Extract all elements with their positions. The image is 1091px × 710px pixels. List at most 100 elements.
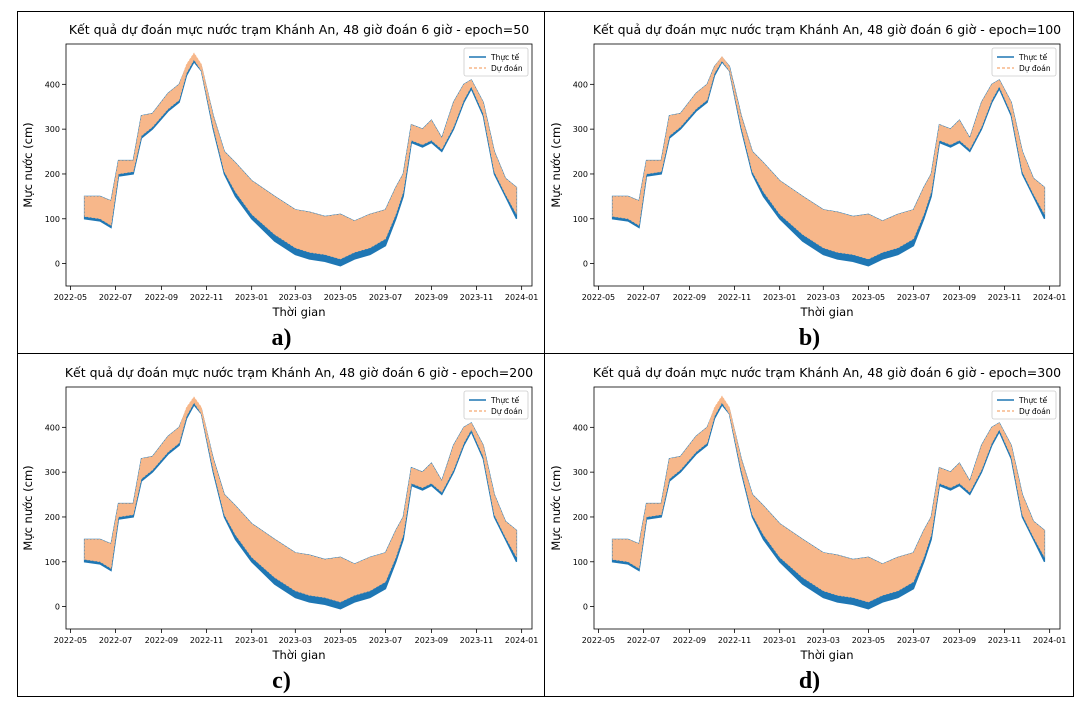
y-tick-label: 300 — [45, 125, 60, 134]
plot-frame — [65, 43, 533, 287]
x-axis-label: Thời gian — [799, 305, 853, 319]
y-tick-label: 200 — [573, 513, 588, 522]
y-axis-label: Mực nước (cm) — [21, 122, 35, 207]
caption-d: d) — [798, 668, 821, 694]
x-tick-label: 2024-01 — [1033, 636, 1066, 645]
plot-series — [611, 55, 1046, 267]
x-tick-label: 2023-11 — [988, 636, 1021, 645]
x-tick-label: 2022-09 — [145, 636, 178, 645]
legend-entry: Dự đoán — [491, 407, 523, 416]
y-tick-label: 100 — [45, 558, 60, 567]
y-tick-label: 100 — [573, 558, 588, 567]
legend-entry: Dự đoán — [1019, 407, 1051, 416]
x-tick-label: 2022-05 — [582, 293, 615, 302]
x-tick-label: 2022-07 — [99, 636, 132, 645]
legend-entry: Dự đoán — [491, 64, 523, 73]
table-divider-vertical — [544, 11, 545, 697]
x-tick-label: 2023-09 — [943, 293, 976, 302]
chart-title: Kết quả dự đoán mực nước trạm Khánh An, … — [593, 22, 1061, 37]
plot-frame — [65, 386, 533, 630]
legend-entry: Thực tế — [1018, 396, 1048, 405]
x-tick-label: 2023-05 — [852, 636, 885, 645]
x-tick-label: 2024-01 — [505, 293, 538, 302]
y-tick-label: 0 — [583, 260, 588, 269]
x-tick-label: 2022-07 — [627, 636, 660, 645]
figure-table — [17, 11, 1074, 697]
x-tick-label: 2023-05 — [324, 636, 357, 645]
series-predicted-band — [84, 396, 517, 603]
x-tick-label: 2023-07 — [369, 636, 402, 645]
y-tick-label: 0 — [583, 603, 588, 612]
x-tick-label: 2023-07 — [897, 293, 930, 302]
x-axis-label: Thời gian — [271, 648, 325, 662]
plot-series — [611, 395, 1046, 610]
series-predicted-band — [612, 55, 1045, 260]
y-tick-label: 300 — [45, 468, 60, 477]
x-tick-label: 2022-11 — [190, 293, 223, 302]
y-tick-label: 400 — [45, 423, 60, 432]
x-tick-label: 2022-09 — [673, 293, 706, 302]
plot-series — [83, 396, 518, 610]
table-divider-horizontal — [17, 353, 1074, 354]
chart-b: Kết quả dự đoán mực nước trạm Khánh An, … — [549, 22, 1066, 319]
caption-a: a) — [271, 325, 292, 351]
chart-title: Kết quả dự đoán mực nước trạm Khánh An, … — [593, 365, 1061, 380]
x-tick-label: 2023-09 — [943, 636, 976, 645]
x-tick-label: 2022-05 — [54, 293, 87, 302]
x-tick-label: 2023-01 — [235, 636, 268, 645]
y-tick-label: 400 — [573, 80, 588, 89]
y-tick-label: 300 — [573, 125, 588, 134]
x-tick-label: 2022-09 — [145, 293, 178, 302]
legend: Thực tế Dự đoán — [991, 390, 1057, 420]
x-tick-label: 2022-11 — [190, 636, 223, 645]
plot-frame — [593, 43, 1061, 287]
x-tick-label: 2022-09 — [673, 636, 706, 645]
caption-b: b) — [798, 325, 821, 351]
legend: Thực tế Dự đoán — [463, 47, 529, 77]
x-tick-label: 2024-01 — [505, 636, 538, 645]
y-tick-label: 400 — [45, 80, 60, 89]
x-tick-label: 2022-05 — [54, 636, 87, 645]
x-tick-label: 2023-03 — [807, 636, 840, 645]
x-tick-label: 2023-07 — [897, 636, 930, 645]
x-tick-label: 2023-09 — [415, 293, 448, 302]
x-tick-label: 2022-07 — [627, 293, 660, 302]
chart-c: Kết quả dự đoán mực nước trạm Khánh An, … — [21, 365, 538, 662]
x-tick-label: 2023-03 — [279, 636, 312, 645]
y-tick-label: 200 — [45, 170, 60, 179]
x-tick-label: 2023-05 — [852, 293, 885, 302]
x-tick-label: 2022-11 — [718, 293, 751, 302]
x-tick-label: 2023-05 — [324, 293, 357, 302]
chart-a: Kết quả dự đoán mực nước trạm Khánh An, … — [21, 22, 538, 319]
x-tick-label: 2023-11 — [460, 293, 493, 302]
legend: Thực tế Dự đoán — [991, 47, 1057, 77]
plot-series — [83, 52, 518, 267]
x-tick-label: 2023-01 — [763, 293, 796, 302]
x-tick-label: 2022-05 — [582, 636, 615, 645]
y-tick-label: 200 — [45, 513, 60, 522]
x-tick-label: 2023-01 — [235, 293, 268, 302]
panel-b: Kết quả dự đoán mực nước trạm Khánh An, … — [546, 12, 1073, 354]
x-tick-label: 2023-07 — [369, 293, 402, 302]
chart-d: Kết quả dự đoán mực nước trạm Khánh An, … — [549, 365, 1066, 662]
x-tick-label: 2023-01 — [763, 636, 796, 645]
y-tick-label: 0 — [55, 603, 60, 612]
y-tick-label: 100 — [45, 215, 60, 224]
x-tick-label: 2022-11 — [718, 636, 751, 645]
x-tick-label: 2022-07 — [99, 293, 132, 302]
legend: Thực tế Dự đoán — [463, 390, 529, 420]
x-axis-label: Thời gian — [271, 305, 325, 319]
y-axis-label: Mực nước (cm) — [549, 465, 563, 550]
legend-entry: Thực tế — [490, 53, 520, 62]
x-tick-label: 2024-01 — [1033, 293, 1066, 302]
x-tick-label: 2023-09 — [415, 636, 448, 645]
series-predicted-band — [612, 395, 1045, 603]
x-tick-label: 2023-11 — [460, 636, 493, 645]
chart-title: Kết quả dự đoán mực nước trạm Khánh An, … — [65, 365, 533, 380]
y-tick-label: 0 — [55, 260, 60, 269]
plot-frame — [593, 386, 1061, 630]
legend-entry: Thực tế — [1018, 53, 1048, 62]
x-tick-label: 2023-03 — [807, 293, 840, 302]
y-tick-label: 400 — [573, 423, 588, 432]
legend-entry: Thực tế — [490, 396, 520, 405]
